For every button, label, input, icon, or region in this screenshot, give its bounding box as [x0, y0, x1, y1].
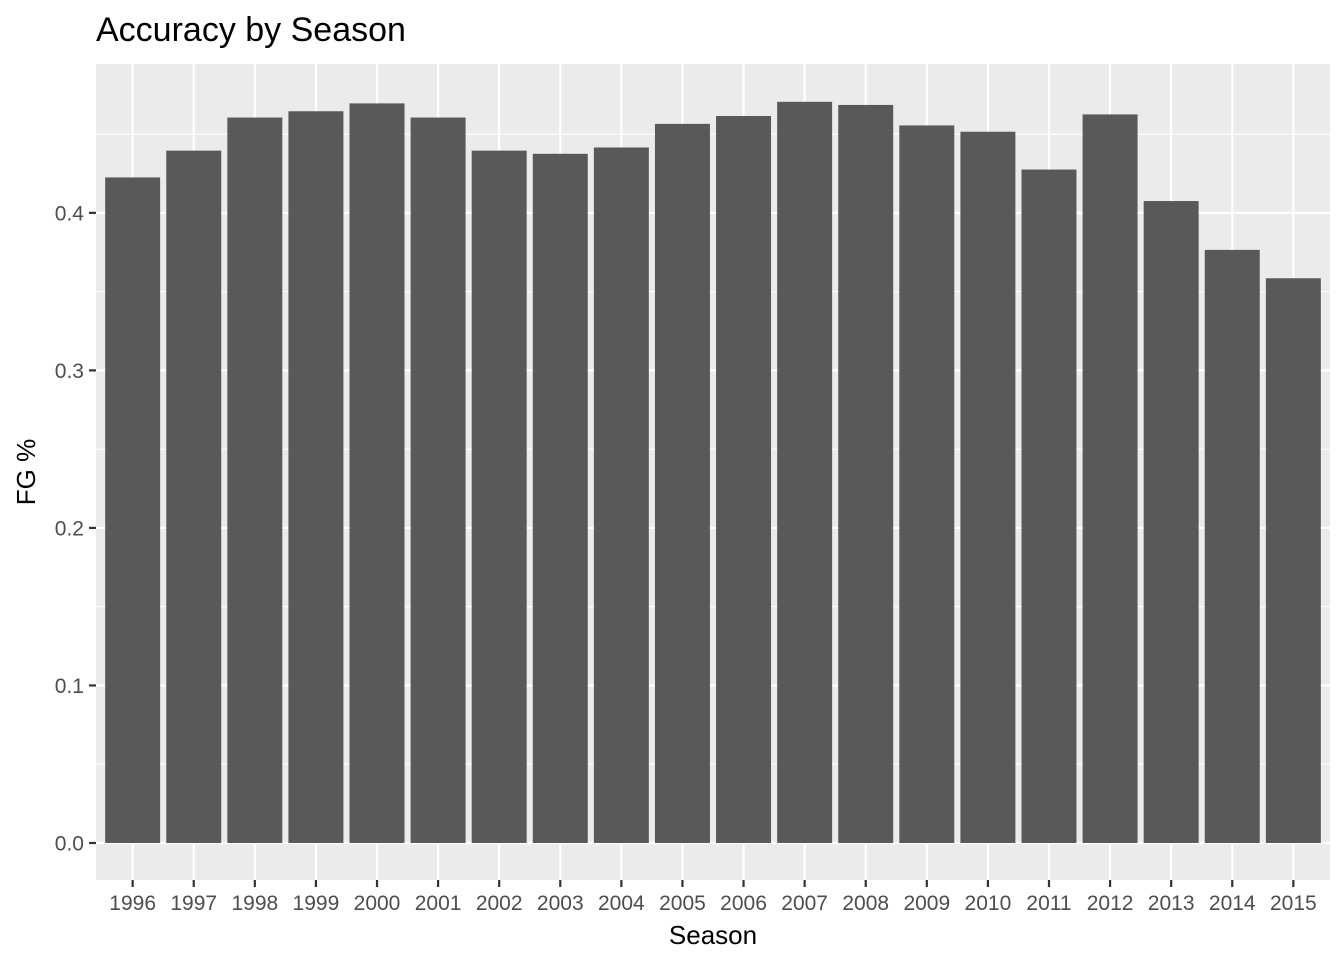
bar	[532, 153, 588, 843]
x-tick-label: 2015	[1270, 892, 1317, 915]
bar	[1143, 201, 1199, 843]
bar	[288, 111, 344, 843]
x-tick-label: 2008	[842, 892, 889, 915]
x-tick-label: 2012	[1087, 892, 1134, 915]
x-tick-label: 2004	[598, 892, 645, 915]
y-tick-label: 0.1	[55, 675, 84, 698]
bar	[1265, 278, 1321, 843]
bar	[227, 117, 283, 843]
bar	[471, 150, 527, 843]
bar	[899, 125, 955, 843]
bar	[105, 177, 161, 843]
x-tick-label: 2014	[1209, 892, 1256, 915]
x-tick-label: 2013	[1148, 892, 1195, 915]
bar	[349, 103, 405, 843]
bar	[838, 104, 894, 843]
y-axis: 0.0 0.1 0.2 0.3 0.4	[55, 202, 96, 855]
y-tick-label: 0.0	[55, 832, 84, 855]
y-axis-title: FG %	[11, 439, 41, 505]
bars	[105, 101, 1321, 843]
bar	[960, 131, 1016, 843]
x-tick-label: 2000	[354, 892, 401, 915]
x-tick-label: 2002	[476, 892, 523, 915]
x-tick-label: 2006	[720, 892, 767, 915]
x-tick-label: 2003	[537, 892, 584, 915]
x-tick-label: 1998	[231, 892, 278, 915]
x-tick-label: 1997	[170, 892, 217, 915]
x-tick-label: 2007	[781, 892, 828, 915]
x-tick-label: 1996	[109, 892, 156, 915]
x-tick-label: 2001	[415, 892, 462, 915]
bar	[166, 150, 222, 843]
y-tick-label: 0.2	[55, 517, 84, 540]
bar	[716, 115, 772, 843]
bar	[1082, 114, 1138, 843]
bar	[1204, 249, 1260, 843]
y-tick-label: 0.3	[55, 360, 84, 383]
bar	[654, 123, 710, 843]
x-axis-title: Season	[669, 920, 757, 950]
bar	[410, 117, 466, 843]
x-tick-label: 1999	[293, 892, 340, 915]
x-tick-label: 2011	[1026, 892, 1071, 915]
bar	[777, 101, 833, 843]
chart-title: Accuracy by Season	[96, 11, 406, 49]
y-tick-label: 0.4	[55, 202, 85, 225]
bar	[593, 147, 649, 843]
x-tick-label: 2010	[965, 892, 1012, 915]
x-axis: 1996 1997 1998 1999 2000 2001 2002 2003 2004 2005…	[109, 880, 1317, 915]
x-tick-label: 2005	[659, 892, 706, 915]
x-tick-label: 2009	[903, 892, 950, 915]
bar	[1021, 169, 1077, 843]
